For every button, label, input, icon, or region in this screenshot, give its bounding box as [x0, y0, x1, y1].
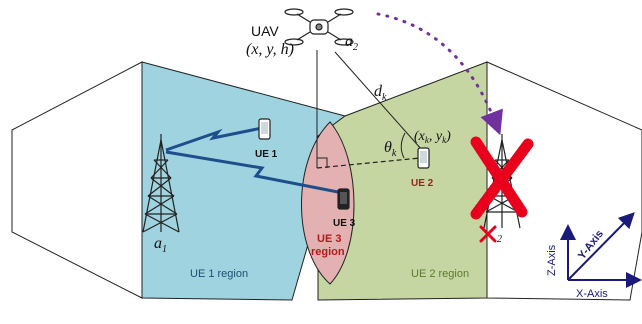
ground-projection-line	[316, 157, 421, 169]
ue2-position-label: (xk, yk)	[414, 129, 451, 145]
small-cross-icon	[479, 225, 497, 243]
ue3-phone-icon	[337, 188, 350, 210]
angle-label: θk	[384, 139, 397, 159]
ue3-region	[301, 121, 355, 285]
link-bs-ue1	[165, 126, 263, 152]
uav-antenna-label: a2	[345, 33, 358, 53]
angle-arc	[400, 132, 406, 159]
ue2-phone-icon	[417, 147, 430, 169]
ue3-region-label-line2: region	[311, 246, 345, 258]
ue3-region-label-line1: UE 3	[317, 233, 341, 245]
disabled-cross-icon	[470, 136, 534, 220]
link-bs-ue3	[165, 150, 339, 194]
uav-label: UAV	[251, 23, 279, 39]
ue1-phone-icon	[258, 118, 271, 140]
axes-indicator	[560, 212, 642, 288]
ue2-label: UE 2	[411, 178, 434, 189]
base-station-right-sub: 2	[497, 234, 502, 245]
left-cell-outline	[11, 61, 143, 299]
ue1-label: UE 1	[255, 149, 278, 160]
ue1-region-label: UE 1 region	[190, 268, 248, 280]
uav-drone-icon	[284, 8, 354, 46]
right-angle-marker	[317, 157, 328, 168]
right-cell-outline	[486, 61, 642, 301]
ue2-region-label: UE 2 region	[411, 268, 469, 280]
ue1-region	[141, 61, 346, 301]
distance-label: dk	[374, 83, 387, 103]
uav-trajectory	[376, 12, 503, 136]
base-station-left-label: a1	[154, 235, 167, 255]
x-axis-label: X-Axis	[576, 288, 608, 300]
ue3-label: UE 3	[333, 218, 356, 229]
distance-line	[334, 51, 423, 151]
base-station-left-icon	[142, 134, 180, 233]
uav-coords: (x, y, h)	[246, 41, 294, 58]
z-axis-label: Z-Axis	[546, 244, 558, 276]
